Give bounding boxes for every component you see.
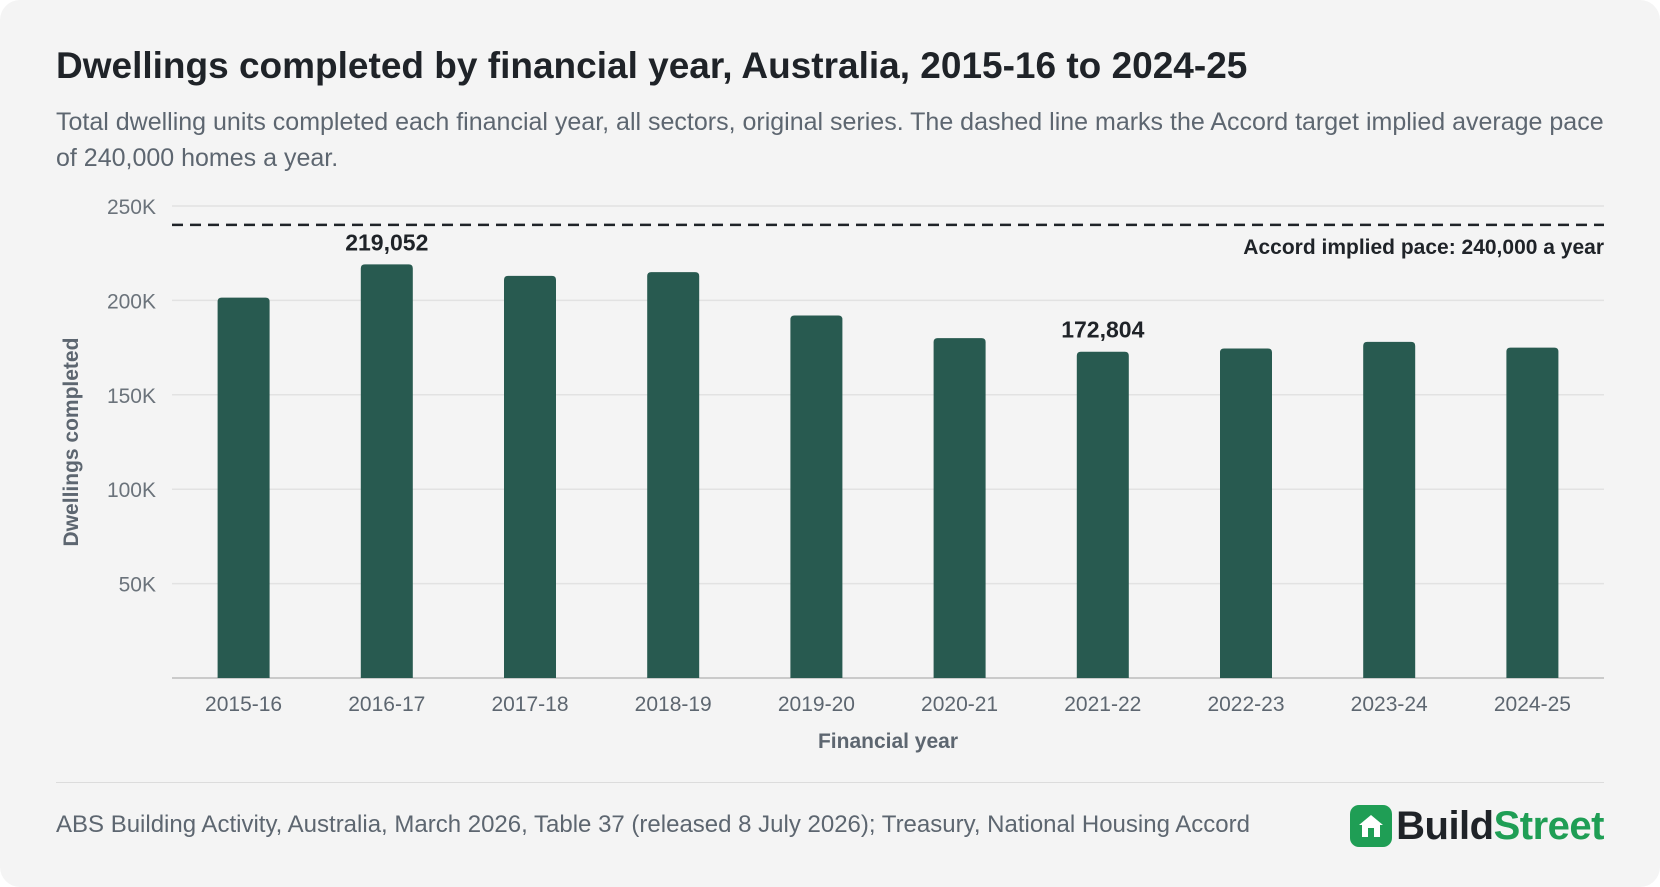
x-tick-label: 2015-16 xyxy=(205,693,282,716)
y-tick-label: 250K xyxy=(107,196,156,219)
x-tick-label: 2023-24 xyxy=(1351,693,1428,716)
x-tick-label: 2022-23 xyxy=(1207,693,1284,716)
x-tick-label: 2020-21 xyxy=(921,693,998,716)
y-tick-label: 200K xyxy=(107,290,156,313)
bar-2019-20 xyxy=(790,315,843,678)
x-tick-label: 2017-18 xyxy=(491,693,568,716)
bar-2018-19 xyxy=(647,272,700,678)
bar-2020-21 xyxy=(933,338,986,678)
bar-2023-24 xyxy=(1363,341,1416,678)
brand-name-part2: Street xyxy=(1493,804,1605,848)
house-icon xyxy=(1350,805,1393,847)
reference-line-label: Accord implied pace: 240,000 a year xyxy=(1243,236,1604,259)
brand-name-part1: Build xyxy=(1396,804,1494,848)
y-axis-title: Dwellings completed xyxy=(60,338,83,547)
chart-title: Dwellings completed by financial year, A… xyxy=(56,45,1248,86)
chart-subtitle: Total dwelling units completed each fina… xyxy=(56,108,1604,172)
data-label: 219,052 xyxy=(345,229,428,255)
data-label: 172,804 xyxy=(1061,317,1144,343)
bar-2022-23 xyxy=(1220,348,1272,678)
source-note: ABS Building Activity, Australia, March … xyxy=(56,811,1250,838)
bar-2021-22 xyxy=(1076,351,1129,678)
brand-logo: BuildStreet xyxy=(1350,804,1605,848)
bar-2024-25 xyxy=(1506,347,1559,678)
bar-chart: 50K 100K 150K 200K 250K 2015-16 2016-17 2017-18… xyxy=(60,196,1604,753)
x-tick-label: 2019-20 xyxy=(778,693,855,716)
x-tick-label: 2016-17 xyxy=(348,693,425,716)
bar-2016-17 xyxy=(360,264,413,678)
bar-2015-16 xyxy=(217,297,270,678)
x-axis-title: Financial year xyxy=(818,730,958,753)
bar-2017-18 xyxy=(504,275,556,678)
x-tick-label: 2021-22 xyxy=(1064,693,1141,716)
y-tick-label: 100K xyxy=(107,479,156,502)
y-tick-label: 150K xyxy=(107,385,156,408)
x-tick-label: 2024-25 xyxy=(1494,693,1571,716)
footer-divider xyxy=(56,782,1604,783)
y-tick-label: 50K xyxy=(119,574,156,597)
x-tick-label: 2018-19 xyxy=(635,693,712,716)
